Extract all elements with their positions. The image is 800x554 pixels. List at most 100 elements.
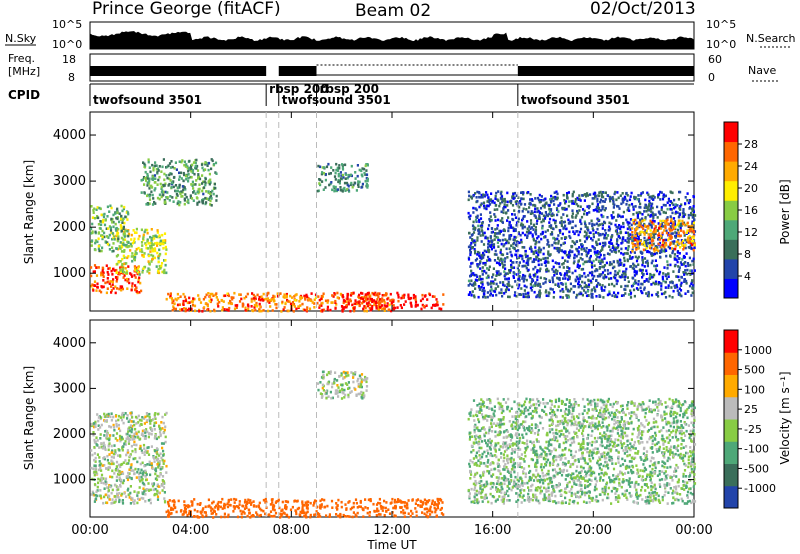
data-cell bbox=[140, 241, 144, 244]
data-cell bbox=[118, 492, 121, 495]
data-cell bbox=[659, 249, 662, 253]
data-cell bbox=[226, 292, 229, 296]
data-cell bbox=[275, 303, 278, 306]
data-cell bbox=[652, 242, 655, 246]
data-cell bbox=[374, 291, 377, 295]
data-cell bbox=[643, 233, 646, 236]
data-cell bbox=[526, 254, 529, 258]
data-cell bbox=[684, 292, 687, 295]
data-cell bbox=[149, 241, 152, 245]
data-cell bbox=[470, 262, 473, 265]
data-cell bbox=[174, 184, 178, 187]
data-cell bbox=[579, 199, 582, 202]
data-cell bbox=[564, 250, 567, 253]
data-cell bbox=[133, 265, 136, 268]
data-cell bbox=[590, 289, 593, 292]
data-cell bbox=[408, 297, 411, 301]
data-cell bbox=[118, 220, 121, 224]
data-cell bbox=[477, 278, 481, 281]
data-cell bbox=[644, 203, 647, 207]
data-cell bbox=[693, 242, 696, 245]
data-cell bbox=[636, 221, 639, 225]
data-cell bbox=[650, 195, 653, 199]
data-cell bbox=[159, 452, 162, 456]
data-cell bbox=[335, 303, 338, 306]
noise-left-label: N.Sky bbox=[5, 32, 37, 45]
data-cell bbox=[515, 249, 518, 253]
data-cell bbox=[504, 257, 507, 260]
data-cell bbox=[362, 307, 365, 311]
data-cell bbox=[147, 160, 150, 164]
data-cell bbox=[628, 209, 631, 212]
data-cell bbox=[138, 456, 141, 460]
data-cell bbox=[487, 227, 490, 231]
data-cell bbox=[515, 294, 518, 298]
data-cell bbox=[99, 494, 102, 498]
data-cell bbox=[358, 180, 361, 184]
data-cell bbox=[397, 296, 400, 299]
data-cell bbox=[244, 306, 247, 310]
data-cell bbox=[579, 284, 582, 288]
data-cell bbox=[142, 254, 145, 258]
data-cell bbox=[240, 297, 243, 301]
data-cell bbox=[166, 191, 169, 194]
data-cell bbox=[115, 488, 119, 492]
data-cell bbox=[392, 506, 395, 510]
data-cell bbox=[591, 227, 594, 230]
data-cell bbox=[372, 502, 375, 506]
data-cell bbox=[146, 172, 149, 176]
data-cell bbox=[681, 241, 685, 244]
data-cell bbox=[499, 248, 502, 252]
data-cell bbox=[260, 309, 263, 313]
data-cell bbox=[145, 243, 148, 247]
data-cell bbox=[232, 296, 235, 299]
data-cell bbox=[230, 296, 233, 299]
data-cell bbox=[622, 272, 625, 275]
data-cell bbox=[623, 263, 626, 267]
data-cell bbox=[224, 294, 227, 297]
data-cell bbox=[102, 481, 105, 485]
data-cell bbox=[602, 215, 605, 218]
data-cell bbox=[579, 227, 583, 231]
data-cell bbox=[550, 214, 554, 217]
data-cell bbox=[97, 428, 100, 431]
data-cell bbox=[140, 248, 143, 251]
data-cell bbox=[331, 294, 334, 297]
data-cell bbox=[478, 195, 481, 199]
data-cell bbox=[536, 196, 540, 200]
data-cell bbox=[587, 235, 591, 238]
data-cell bbox=[331, 301, 334, 304]
data-cell bbox=[115, 268, 118, 272]
data-cell bbox=[536, 207, 539, 210]
data-cell bbox=[527, 263, 530, 267]
data-cell bbox=[140, 496, 143, 500]
data-cell bbox=[110, 217, 113, 221]
data-cell bbox=[503, 270, 506, 273]
data-cell bbox=[570, 287, 573, 291]
data-cell bbox=[113, 238, 116, 241]
data-cell bbox=[563, 199, 566, 202]
data-cell bbox=[271, 508, 275, 511]
data-cell bbox=[633, 274, 636, 277]
data-cell bbox=[567, 294, 570, 298]
data-cell bbox=[96, 240, 99, 244]
data-cell bbox=[149, 250, 152, 253]
data-cell bbox=[613, 246, 616, 250]
data-cell bbox=[519, 200, 522, 203]
data-cell bbox=[404, 501, 407, 504]
data-cell bbox=[136, 272, 139, 276]
data-cell bbox=[377, 295, 380, 299]
data-cell bbox=[410, 305, 413, 308]
data-cell bbox=[674, 205, 677, 209]
data-cell bbox=[117, 418, 120, 422]
data-cell bbox=[318, 306, 321, 309]
data-cell bbox=[583, 193, 586, 196]
data-cell bbox=[172, 200, 175, 203]
data-cell bbox=[608, 221, 611, 225]
data-cell bbox=[482, 193, 485, 196]
data-cell bbox=[118, 449, 121, 452]
data-cell bbox=[524, 233, 527, 237]
noise-search-trace bbox=[89, 32, 695, 44]
data-cell bbox=[308, 298, 311, 301]
data-cell bbox=[596, 200, 599, 203]
